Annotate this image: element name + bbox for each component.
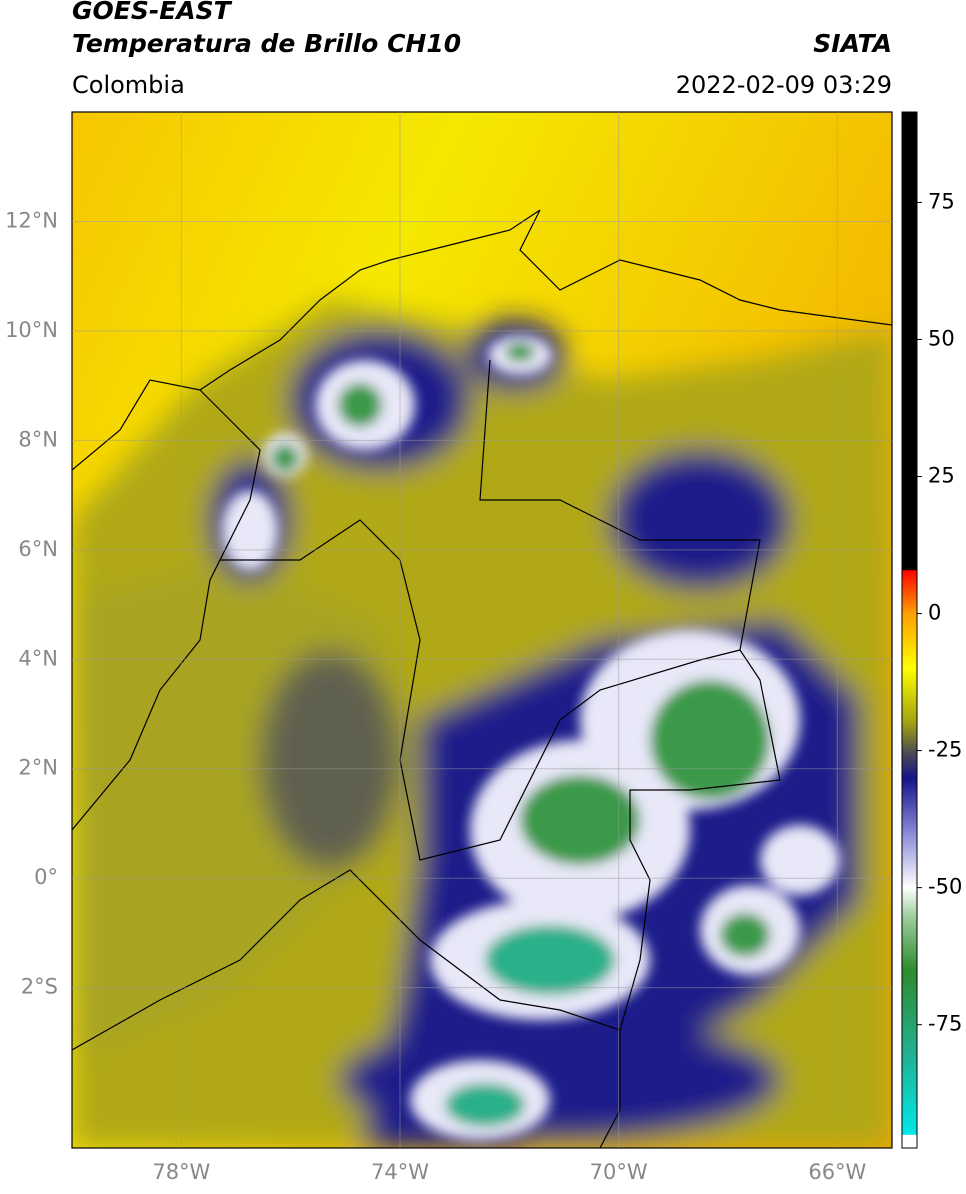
colorbar-tick-label: -50	[928, 875, 962, 899]
title: GOES-EAST	[72, 0, 233, 25]
colorbar-segment	[902, 112, 917, 571]
colorbar-segment	[902, 613, 917, 669]
colorbar-segment	[902, 750, 917, 779]
colorbar-segment	[902, 887, 917, 916]
map-frame	[71, 111, 893, 1149]
colorbar-segment	[902, 969, 917, 1053]
colorbar-segment	[902, 778, 917, 834]
colorbar-segment	[902, 1134, 917, 1149]
subtitle: Temperatura de Brillo CH10	[72, 29, 461, 58]
colorbar-segment	[902, 723, 917, 752]
colorbar-tick-label: 25	[928, 464, 955, 488]
colorbar-tick-label: -25	[928, 738, 962, 762]
y-tick-label: 4°N	[18, 646, 58, 670]
region: Colombia	[72, 71, 185, 99]
colorbar-segment	[902, 915, 917, 971]
x-tick-label: 66°W	[808, 1160, 866, 1184]
colorbar-tick-label: 75	[928, 189, 955, 213]
datetime: 2022-02-09 03:29	[676, 71, 892, 99]
colorbar-segment	[902, 668, 917, 724]
colorbar-segment	[902, 569, 917, 615]
colorbar-tick-label: -75	[928, 1012, 962, 1036]
colorbar-tick-label: 0	[928, 601, 941, 625]
y-tick-label: 0°	[34, 865, 58, 889]
colorbar-segment	[902, 1052, 917, 1135]
x-tick-label: 78°W	[152, 1160, 210, 1184]
colorbar-frame	[901, 111, 918, 1149]
y-tick-label: 8°N	[18, 427, 58, 451]
y-tick-label: 12°N	[5, 208, 58, 232]
y-tick-label: 6°N	[18, 537, 58, 561]
colorbar-tick-label: 50	[928, 326, 955, 350]
x-tick-label: 70°W	[590, 1160, 648, 1184]
y-tick-label: 2°N	[18, 756, 58, 780]
satellite-image	[72, 112, 892, 1148]
y-tick-label: 2°S	[21, 975, 58, 999]
source: SIATA	[813, 29, 892, 58]
y-tick-label: 10°N	[5, 318, 58, 342]
x-tick-label: 74°W	[371, 1160, 429, 1184]
colorbar	[902, 112, 917, 1149]
colorbar-segment	[902, 832, 917, 889]
